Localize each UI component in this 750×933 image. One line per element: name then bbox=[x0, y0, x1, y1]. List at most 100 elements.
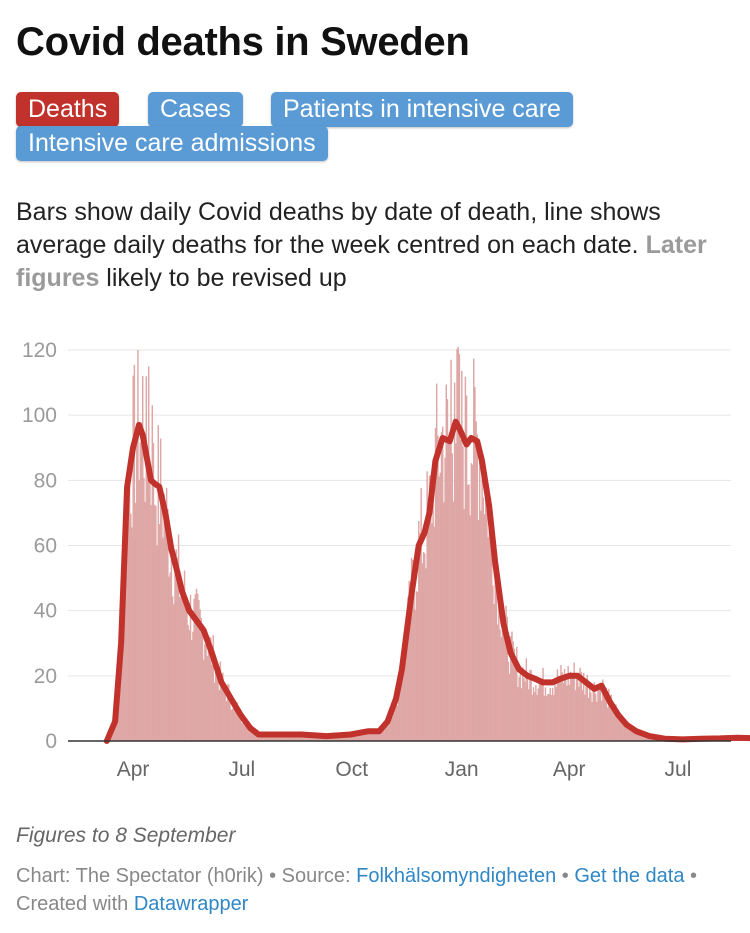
daily-death-bar bbox=[428, 475, 431, 741]
daily-death-bar bbox=[425, 568, 427, 741]
daily-death-bar bbox=[142, 376, 144, 741]
daily-death-bar bbox=[191, 640, 193, 741]
daily-death-bar bbox=[397, 685, 400, 741]
daily-death-bar bbox=[137, 350, 139, 741]
daily-death-bar bbox=[285, 736, 287, 741]
daily-death-bar bbox=[193, 598, 195, 741]
daily-death-bar bbox=[614, 711, 616, 741]
daily-death-bar bbox=[361, 731, 364, 741]
daily-death-bar bbox=[113, 728, 115, 741]
daily-death-bar bbox=[201, 625, 204, 741]
daily-death-bar bbox=[292, 734, 295, 741]
daily-death-bar bbox=[477, 520, 480, 741]
daily-death-bar bbox=[447, 436, 450, 741]
daily-death-bar bbox=[572, 677, 574, 741]
daily-death-bar bbox=[271, 736, 273, 741]
daily-death-bar bbox=[426, 471, 428, 741]
daily-death-bar bbox=[182, 599, 185, 741]
daily-death-bar bbox=[530, 669, 532, 741]
daily-death-bar bbox=[293, 734, 296, 741]
daily-death-bar bbox=[151, 405, 154, 741]
daily-death-bar bbox=[150, 505, 152, 741]
daily-death-bar bbox=[563, 668, 566, 741]
daily-death-bar bbox=[114, 717, 116, 741]
chart-notes: Figures to 8 September bbox=[16, 824, 236, 847]
daily-death-bar bbox=[455, 443, 457, 741]
daily-death-bar bbox=[192, 631, 194, 741]
daily-death-bar bbox=[605, 688, 608, 741]
daily-death-bar bbox=[461, 370, 463, 741]
daily-death-bar bbox=[444, 457, 446, 741]
description-rest: likely to be revised up bbox=[99, 264, 347, 292]
daily-death-bar bbox=[528, 689, 530, 741]
chart-description: Bars show daily Covid deaths by date of … bbox=[16, 196, 741, 295]
daily-death-bar bbox=[183, 570, 186, 741]
daily-death-bar bbox=[167, 508, 169, 741]
daily-death-bar bbox=[542, 667, 544, 741]
daily-death-bar bbox=[569, 671, 572, 741]
daily-death-bar bbox=[588, 688, 591, 741]
daily-death-bar bbox=[560, 665, 562, 741]
y-axis-ticks: 0 20 40 60 80 100 120 bbox=[22, 339, 57, 753]
daily-death-bar bbox=[593, 682, 596, 741]
daily-death-bar bbox=[253, 730, 255, 741]
daily-death-bar bbox=[369, 729, 371, 741]
daily-death-bar bbox=[489, 497, 492, 741]
icu-patients-button[interactable]: Patients in intensive care bbox=[271, 92, 573, 127]
daily-death-bar bbox=[603, 692, 605, 741]
daily-death-bar bbox=[256, 734, 259, 741]
daily-death-bar bbox=[163, 494, 165, 741]
daily-death-bar bbox=[241, 722, 243, 741]
daily-death-bar bbox=[139, 442, 142, 741]
get-data-link[interactable]: Get the data bbox=[574, 865, 685, 887]
daily-death-bar bbox=[467, 484, 469, 741]
daily-death-bar bbox=[124, 577, 126, 741]
daily-death-bar bbox=[548, 693, 550, 741]
daily-death-bar bbox=[504, 617, 506, 741]
daily-death-bar bbox=[586, 674, 589, 741]
daily-death-bar bbox=[394, 696, 396, 741]
daily-death-bar bbox=[386, 725, 389, 741]
daily-death-bar bbox=[526, 672, 529, 741]
daily-death-bar bbox=[553, 695, 555, 741]
daily-death-bar bbox=[639, 731, 641, 741]
icu-admissions-button[interactable]: Intensive care admissions bbox=[16, 126, 328, 161]
daily-death-bar bbox=[263, 734, 266, 741]
daily-death-bars bbox=[107, 346, 750, 741]
daily-death-bar bbox=[634, 730, 636, 741]
daily-death-bar bbox=[574, 690, 577, 741]
daily-death-bar bbox=[336, 735, 339, 741]
daily-death-bar bbox=[621, 715, 623, 741]
daily-death-bar bbox=[516, 646, 518, 741]
daily-death-bar bbox=[580, 671, 583, 741]
daily-death-bar bbox=[547, 694, 549, 741]
daily-death-bar bbox=[450, 359, 452, 741]
daily-death-bar bbox=[244, 721, 247, 741]
daily-death-bar bbox=[561, 672, 563, 741]
daily-death-bar bbox=[188, 629, 191, 741]
daily-death-bar bbox=[212, 635, 214, 741]
daily-death-bar bbox=[493, 603, 495, 741]
daily-death-bar bbox=[214, 670, 217, 741]
daily-death-bar bbox=[131, 527, 133, 741]
daily-death-bar bbox=[390, 713, 393, 741]
datawrapper-link[interactable]: Datawrapper bbox=[133, 893, 249, 915]
deaths-button[interactable]: Deaths bbox=[16, 92, 120, 127]
daily-death-bar bbox=[529, 670, 531, 741]
daily-death-bar bbox=[149, 466, 151, 741]
y-tick-label: 60 bbox=[34, 535, 57, 558]
daily-death-bar bbox=[211, 664, 213, 741]
daily-death-bar bbox=[176, 557, 179, 741]
x-axis-ticks: Apr Jul Oct Jan Apr Jul bbox=[117, 758, 692, 781]
daily-death-bar bbox=[226, 684, 229, 741]
cases-button[interactable]: Cases bbox=[148, 92, 243, 127]
daily-death-bar bbox=[260, 735, 262, 741]
daily-death-bar bbox=[134, 502, 137, 741]
daily-death-bar bbox=[441, 426, 444, 741]
daily-death-bar bbox=[198, 600, 200, 741]
source-link[interactable]: Folkhälsomyndigheten bbox=[356, 865, 557, 887]
daily-death-bar bbox=[169, 572, 171, 741]
daily-death-bar bbox=[637, 729, 640, 741]
daily-death-bar bbox=[582, 672, 585, 741]
daily-death-bar bbox=[451, 453, 453, 741]
